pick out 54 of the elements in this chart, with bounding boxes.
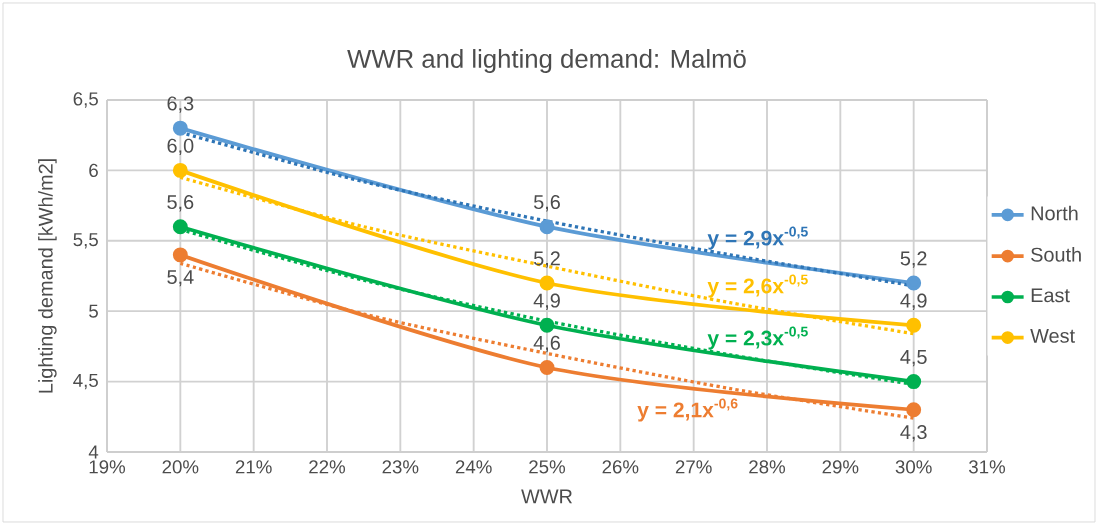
- x-axis-title: WWR: [521, 489, 573, 504]
- point: [539, 360, 555, 375]
- y-tick-label: 5,5: [73, 233, 98, 249]
- x-tick-label: 19%: [89, 460, 126, 474]
- data-label: 4,9: [533, 293, 560, 310]
- point: [172, 219, 188, 235]
- x-tick-label: 23%: [382, 460, 419, 474]
- x-tick-label: 26%: [602, 460, 639, 474]
- y-tick-label: 4,5: [73, 373, 98, 390]
- x-tick-label: 27%: [675, 460, 712, 474]
- x-tick-label: 24%: [455, 460, 492, 474]
- x-tick-label: 25%: [529, 460, 566, 474]
- series-label: y = 2,6x$^{-0,5}$: [707, 274, 808, 298]
- data-label: 4,6: [533, 335, 560, 353]
- point: [539, 317, 555, 333]
- y-tick-label: 6,5: [73, 92, 98, 108]
- data-label: 5,6: [533, 195, 560, 212]
- point: [906, 275, 922, 291]
- data-label: 4,9: [900, 293, 927, 310]
- point: [172, 162, 188, 178]
- point: [539, 219, 555, 235]
- point: [906, 374, 922, 390]
- point: [539, 275, 555, 291]
- data-label: 6,0: [167, 138, 194, 156]
- y-tick-label: 6: [89, 163, 98, 178]
- data-label: 5,6: [167, 195, 194, 212]
- point: [172, 247, 188, 263]
- legend-label: West: [1030, 328, 1075, 343]
- point: [906, 317, 922, 333]
- y-axis-title: Lighting demand [kWh/m2]: [38, 159, 57, 393]
- y-tick-label: 5: [89, 304, 98, 318]
- data-label: 5,2: [533, 251, 560, 268]
- legend-label: South: [1031, 247, 1081, 262]
- data-label: 6,3: [167, 96, 194, 113]
- chart-title: WWR and lighting demand: Malmö: [347, 49, 746, 73]
- data-label: 5,2: [900, 251, 927, 268]
- legend-label: East: [1031, 288, 1070, 303]
- x-tick-label: 29%: [822, 460, 859, 474]
- legend-label: North: [1031, 205, 1078, 221]
- x-tick-label: 30%: [895, 460, 932, 474]
- data-label: 4,3: [900, 425, 927, 442]
- x-tick-label: 22%: [309, 460, 346, 474]
- series-label: y = 2,9x$^{-0,5}$: [707, 226, 808, 250]
- point: [172, 120, 188, 136]
- y-tick-label: 4: [88, 445, 99, 459]
- data-label: 4,5: [900, 350, 927, 367]
- x-tick-label: 20%: [162, 460, 199, 474]
- series-label: y = 2,3x$^{-0,5}$: [707, 326, 808, 350]
- x-tick-label: 28%: [749, 460, 786, 474]
- point: [906, 402, 922, 418]
- series-label: y = 2,1x$^{-0,6}$: [637, 398, 738, 422]
- x-tick-label: 31%: [968, 460, 1006, 474]
- x-tick-label: 21%: [235, 460, 272, 474]
- data-label: 5,4: [167, 270, 194, 287]
